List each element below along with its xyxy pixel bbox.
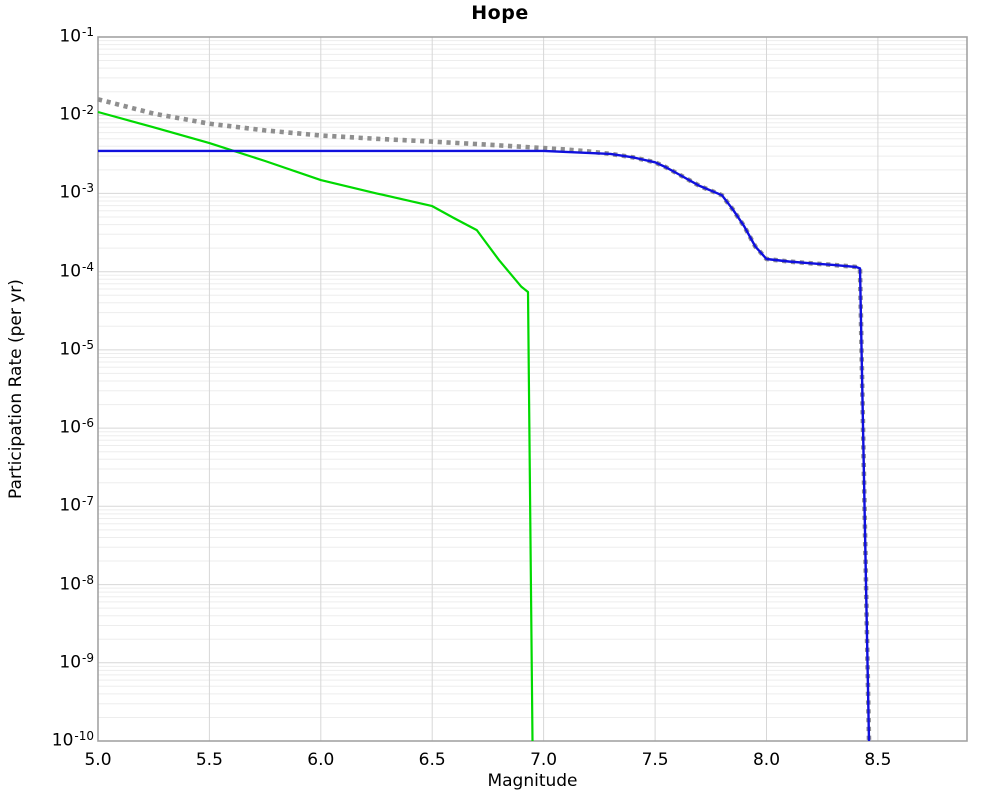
y-tick-label: 10-7 [59, 494, 94, 516]
y-tick-label: 10-8 [59, 572, 94, 595]
x-tick-label: 5.0 [84, 750, 112, 770]
y-tick-label: 10-2 [59, 103, 94, 125]
x-tick-label: 8.5 [864, 750, 892, 770]
x-tick-label: 7.0 [530, 750, 558, 770]
y-tick-label: 10-6 [59, 416, 94, 438]
x-axis-label: Magnitude [487, 771, 578, 791]
y-tick-label: 10-3 [59, 181, 94, 204]
y-tick-label: 10-9 [59, 650, 94, 673]
series-blue-curve [98, 149, 871, 742]
x-tick-label: 5.5 [195, 750, 223, 770]
y-tick-label: 10-1 [59, 25, 94, 47]
x-tick-label: 7.5 [641, 750, 669, 770]
x-tick-label: 6.5 [418, 750, 446, 770]
x-tick-label: 8.0 [752, 750, 781, 770]
minor-gridlines [98, 40, 967, 718]
series-group [97, 97, 872, 742]
y-tick-label: 10-10 [51, 729, 94, 751]
series-gray-dotted-curve [97, 97, 872, 742]
chart-title: Hope [471, 2, 529, 24]
y-axis-label: Participation Rate (per yr) [6, 279, 26, 499]
x-tick-label: 6.0 [307, 750, 335, 770]
y-tick-label: 10-5 [59, 337, 94, 360]
series-green-curve [97, 110, 534, 742]
y-tick-label: 10-4 [59, 259, 94, 282]
